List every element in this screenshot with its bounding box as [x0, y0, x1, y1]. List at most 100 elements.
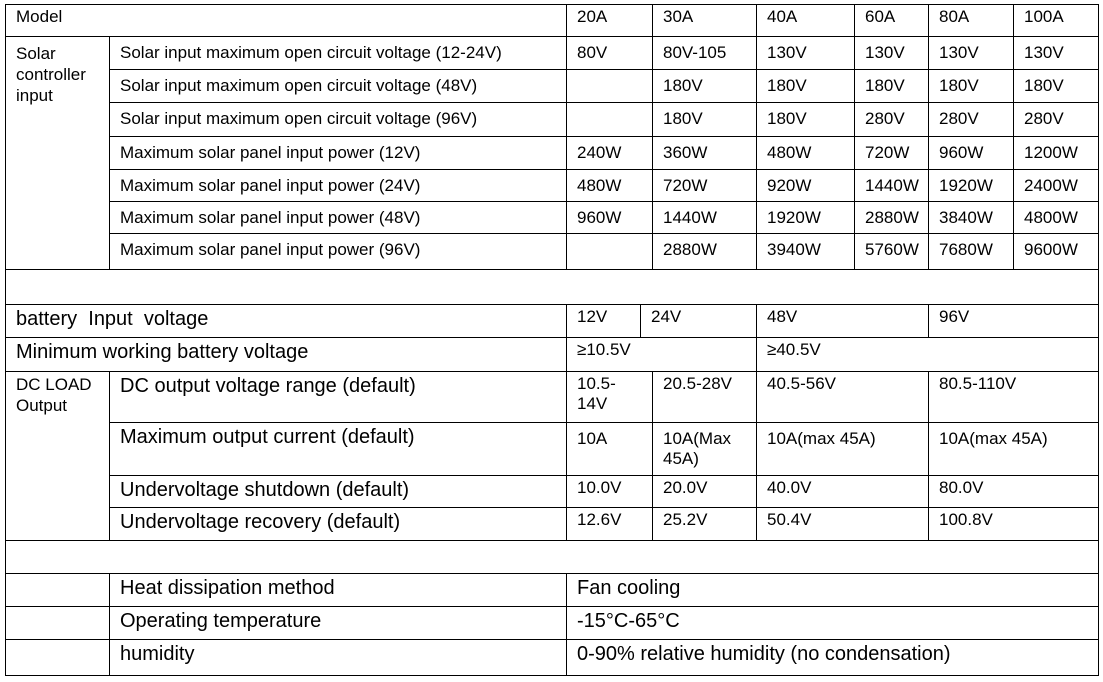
solar-group-label: Solar controller input: [5, 36, 110, 270]
cell: 960W: [928, 136, 1014, 170]
battery-min-label: Minimum working battery voltage: [5, 337, 567, 372]
cell: 180V: [652, 102, 757, 137]
dc-group-label: DC LOAD Output: [5, 371, 110, 541]
cell: [566, 69, 653, 103]
cell: 25.2V: [652, 507, 757, 541]
cell: 9600W: [1013, 233, 1099, 270]
cell: 100.8V: [928, 507, 1099, 541]
row-label: Undervoltage shutdown (default): [109, 475, 567, 508]
cell: 720W: [652, 169, 757, 202]
row-label: Heat dissipation method: [109, 573, 567, 607]
row-label: Solar input maximum open circuit voltage…: [109, 69, 567, 103]
cell: 20.5-28V: [652, 371, 757, 423]
cell: 12V: [566, 304, 641, 338]
row-label: humidity: [109, 639, 567, 676]
cell: 4800W: [1013, 201, 1099, 234]
cell: [566, 233, 653, 270]
table-row: Undervoltage shutdown (default) 10.0V 20…: [6, 475, 1099, 508]
row-label: Solar input maximum open circuit voltage…: [109, 36, 567, 70]
spacer-row: [5, 540, 1099, 574]
empty-cell: [5, 639, 110, 676]
row-label: Undervoltage recovery (default): [109, 507, 567, 541]
cell: 180V: [928, 69, 1014, 103]
cell: 920W: [756, 169, 855, 202]
cell: 1920W: [928, 169, 1014, 202]
empty-cell: [5, 573, 110, 607]
cell: 20.0V: [652, 475, 757, 508]
cell: 180V: [756, 102, 855, 137]
cell: 180V: [1013, 69, 1099, 103]
cell: 280V: [854, 102, 929, 137]
cell: 50.4V: [756, 507, 929, 541]
table-row: humidity 0-90% relative humidity (no con…: [5, 639, 1099, 676]
row-label: Maximum output current (default): [109, 422, 567, 476]
model-row: Model 20A 30A 40A 60A 80A 100A: [5, 4, 1099, 37]
cell: 10A(Max 45A): [652, 422, 757, 476]
cell: 1440W: [652, 201, 757, 234]
cell: 10A: [566, 422, 653, 476]
cell: 1440W: [854, 169, 929, 202]
cell: 10A(max 45A): [756, 422, 929, 476]
model-label: Model: [5, 4, 567, 37]
row-label: Maximum solar panel input power (24V): [109, 169, 567, 202]
cell: 24V: [640, 304, 757, 338]
cell: 3840W: [928, 201, 1014, 234]
cell: -15°C-65°C: [566, 606, 1099, 640]
table-row: Operating temperature -15°C-65°C: [5, 606, 1099, 640]
row-label: Maximum solar panel input power (48V): [109, 201, 567, 234]
row-label: Maximum solar panel input power (12V): [109, 136, 567, 170]
cell: 80V-105: [652, 36, 757, 70]
cell: 80V: [566, 36, 653, 70]
cell: 7680W: [928, 233, 1014, 270]
cell: 10A(max 45A): [928, 422, 1099, 476]
spec-table: Model 20A 30A 40A 60A 80A 100A Solar con…: [5, 4, 1099, 676]
model-100a: 100A: [1013, 4, 1099, 37]
table-row: Solar controller input Solar input maxim…: [5, 36, 1099, 270]
table-row: Solar input maximum open circuit voltage…: [6, 69, 1099, 103]
spec-sheet: Model 20A 30A 40A 60A 80A 100A Solar con…: [5, 4, 1099, 676]
cell: 5760W: [854, 233, 929, 270]
table-row: DC LOAD Output DC output voltage range (…: [5, 371, 1099, 541]
cell: ≥40.5V: [756, 337, 1099, 372]
cell: 130V: [928, 36, 1014, 70]
model-80a: 80A: [928, 4, 1014, 37]
table-row: Maximum solar panel input power (24V) 48…: [6, 169, 1099, 202]
table-row: Maximum output current (default) 10A 10A…: [6, 422, 1099, 476]
cell: 280V: [928, 102, 1014, 137]
cell: 130V: [1013, 36, 1099, 70]
battery-input-row: battery Input voltage 12V 24V 48V 96V: [5, 304, 1099, 338]
cell: 720W: [854, 136, 929, 170]
model-30a: 30A: [652, 4, 757, 37]
row-label: DC output voltage range (default): [109, 371, 567, 423]
spacer-cell: [5, 269, 1099, 305]
table-row: Heat dissipation method Fan cooling: [5, 573, 1099, 607]
model-60a: 60A: [854, 4, 929, 37]
battery-min-row: Minimum working battery voltage ≥10.5V ≥…: [5, 337, 1099, 372]
cell: 480W: [566, 169, 653, 202]
model-20a: 20A: [566, 4, 653, 37]
cell: 2880W: [854, 201, 929, 234]
cell: 180V: [756, 69, 855, 103]
table-row: Maximum solar panel input power (48V) 96…: [6, 201, 1099, 234]
cell: 480W: [756, 136, 855, 170]
cell: 960W: [566, 201, 653, 234]
cell: 2400W: [1013, 169, 1099, 202]
cell: 80.5-110V: [928, 371, 1099, 423]
row-label: Operating temperature: [109, 606, 567, 640]
cell: 180V: [854, 69, 929, 103]
row-label: Maximum solar panel input power (96V): [109, 233, 567, 270]
cell: 3940W: [756, 233, 855, 270]
table-row: Maximum solar panel input power (96V) 28…: [6, 233, 1099, 270]
cell: 40.5-56V: [756, 371, 929, 423]
cell: 2880W: [652, 233, 757, 270]
cell: 40.0V: [756, 475, 929, 508]
cell: 10.5-14V: [566, 371, 653, 423]
spacer-cell: [5, 540, 1099, 574]
cell: 96V: [928, 304, 1099, 338]
row-label: Solar input maximum open circuit voltage…: [109, 102, 567, 137]
cell: 10.0V: [566, 475, 653, 508]
cell: 1200W: [1013, 136, 1099, 170]
cell: 240W: [566, 136, 653, 170]
cell: 80.0V: [928, 475, 1099, 508]
cell: 1920W: [756, 201, 855, 234]
